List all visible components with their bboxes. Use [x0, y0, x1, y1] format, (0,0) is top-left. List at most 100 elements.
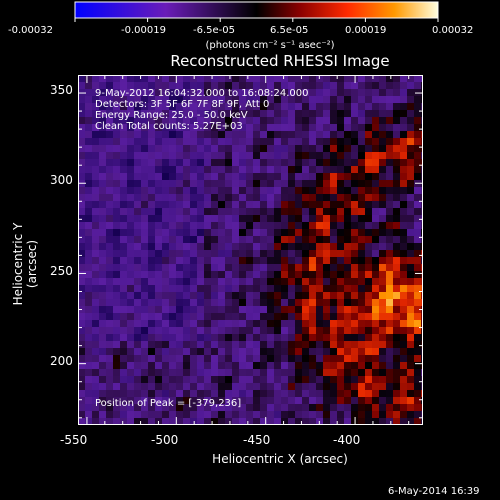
heatmap-cell [225, 145, 232, 152]
heatmap-cell [330, 306, 337, 313]
heatmap-cell [372, 138, 379, 145]
heatmap-cell [393, 334, 400, 341]
heatmap-cell [197, 110, 204, 117]
heatmap-cell [267, 327, 274, 334]
heatmap-cell [176, 313, 183, 320]
heatmap-cell [351, 215, 358, 222]
heatmap-cell [169, 418, 176, 425]
heatmap-cell [239, 75, 246, 82]
heatmap-cell [288, 103, 295, 110]
heatmap-cell [281, 75, 288, 82]
heatmap-cell [260, 369, 267, 376]
heatmap-cell [162, 320, 169, 327]
heatmap-cell [309, 320, 316, 327]
heatmap-cell [155, 257, 162, 264]
heatmap-cell [113, 285, 120, 292]
heatmap-cell [162, 264, 169, 271]
heatmap-cell [106, 369, 113, 376]
heatmap-cell [365, 383, 372, 390]
heatmap-cell [344, 285, 351, 292]
heatmap-cell [162, 159, 169, 166]
heatmap-cell [358, 89, 365, 96]
heatmap-cell [92, 313, 99, 320]
heatmap-cell [316, 89, 323, 96]
heatmap-cell [414, 320, 421, 327]
heatmap-cell [127, 418, 134, 425]
heatmap-cell [330, 397, 337, 404]
heatmap-cell [358, 271, 365, 278]
heatmap-cell [372, 208, 379, 215]
heatmap-cell [386, 145, 393, 152]
heatmap-cell [85, 152, 92, 159]
heatmap-cell [246, 103, 253, 110]
heatmap-cell [134, 278, 141, 285]
heatmap-cell [169, 208, 176, 215]
heatmap-cell [246, 229, 253, 236]
heatmap-cell [246, 362, 253, 369]
heatmap-cell [274, 278, 281, 285]
heatmap-cell [351, 334, 358, 341]
heatmap-cell [260, 306, 267, 313]
heatmap-cell [372, 285, 379, 292]
heatmap-cell [204, 418, 211, 425]
heatmap-cell [246, 313, 253, 320]
heatmap-cell [323, 278, 330, 285]
heatmap-cell [232, 173, 239, 180]
heatmap-cell [288, 208, 295, 215]
heatmap-cell [372, 236, 379, 243]
heatmap-cell [218, 348, 225, 355]
heatmap-cell [330, 292, 337, 299]
heatmap-cell [197, 236, 204, 243]
heatmap-cell [197, 390, 204, 397]
heatmap-cell [400, 117, 407, 124]
heatmap-cell [232, 82, 239, 89]
heatmap-cell [78, 173, 85, 180]
heatmap-cell [225, 124, 232, 131]
heatmap-cell [274, 355, 281, 362]
heatmap-cell [155, 411, 162, 418]
heatmap-cell [204, 194, 211, 201]
heatmap-cell [407, 166, 414, 173]
heatmap-cell [99, 166, 106, 173]
heatmap-cell [169, 201, 176, 208]
heatmap-cell [407, 390, 414, 397]
heatmap-cell [92, 138, 99, 145]
heatmap-cell [211, 271, 218, 278]
heatmap-cell [134, 404, 141, 411]
x-tick-label: -500 [151, 433, 179, 447]
heatmap-cell [141, 117, 148, 124]
heatmap-cell [400, 173, 407, 180]
heatmap-cell [414, 404, 421, 411]
heatmap-cell [260, 250, 267, 257]
heatmap-cell [309, 397, 316, 404]
heatmap-cell [99, 82, 106, 89]
heatmap-cell [239, 110, 246, 117]
heatmap-cell [330, 243, 337, 250]
heatmap-cell [358, 229, 365, 236]
heatmap-cell [400, 138, 407, 145]
heatmap-cell [309, 369, 316, 376]
heatmap-cell [85, 376, 92, 383]
heatmap-cell [218, 138, 225, 145]
heatmap-cell [337, 257, 344, 264]
heatmap-cell [148, 215, 155, 222]
heatmap-cell [78, 117, 85, 124]
heatmap-cell [344, 341, 351, 348]
heatmap-cell [155, 187, 162, 194]
heatmap-cell [225, 138, 232, 145]
heatmap-cell [211, 250, 218, 257]
heatmap-cell [190, 131, 197, 138]
heatmap-cell [148, 166, 155, 173]
heatmap-cell [190, 397, 197, 404]
heatmap-cell [302, 264, 309, 271]
heatmap-cell [337, 355, 344, 362]
heatmap-cell [232, 96, 239, 103]
heatmap-cell [302, 187, 309, 194]
heatmap-cell [162, 229, 169, 236]
heatmap-cell [372, 201, 379, 208]
heatmap-cell [106, 285, 113, 292]
heatmap-cell [281, 229, 288, 236]
heatmap-cell [85, 313, 92, 320]
heatmap-cell [316, 369, 323, 376]
heatmap-cell [344, 215, 351, 222]
